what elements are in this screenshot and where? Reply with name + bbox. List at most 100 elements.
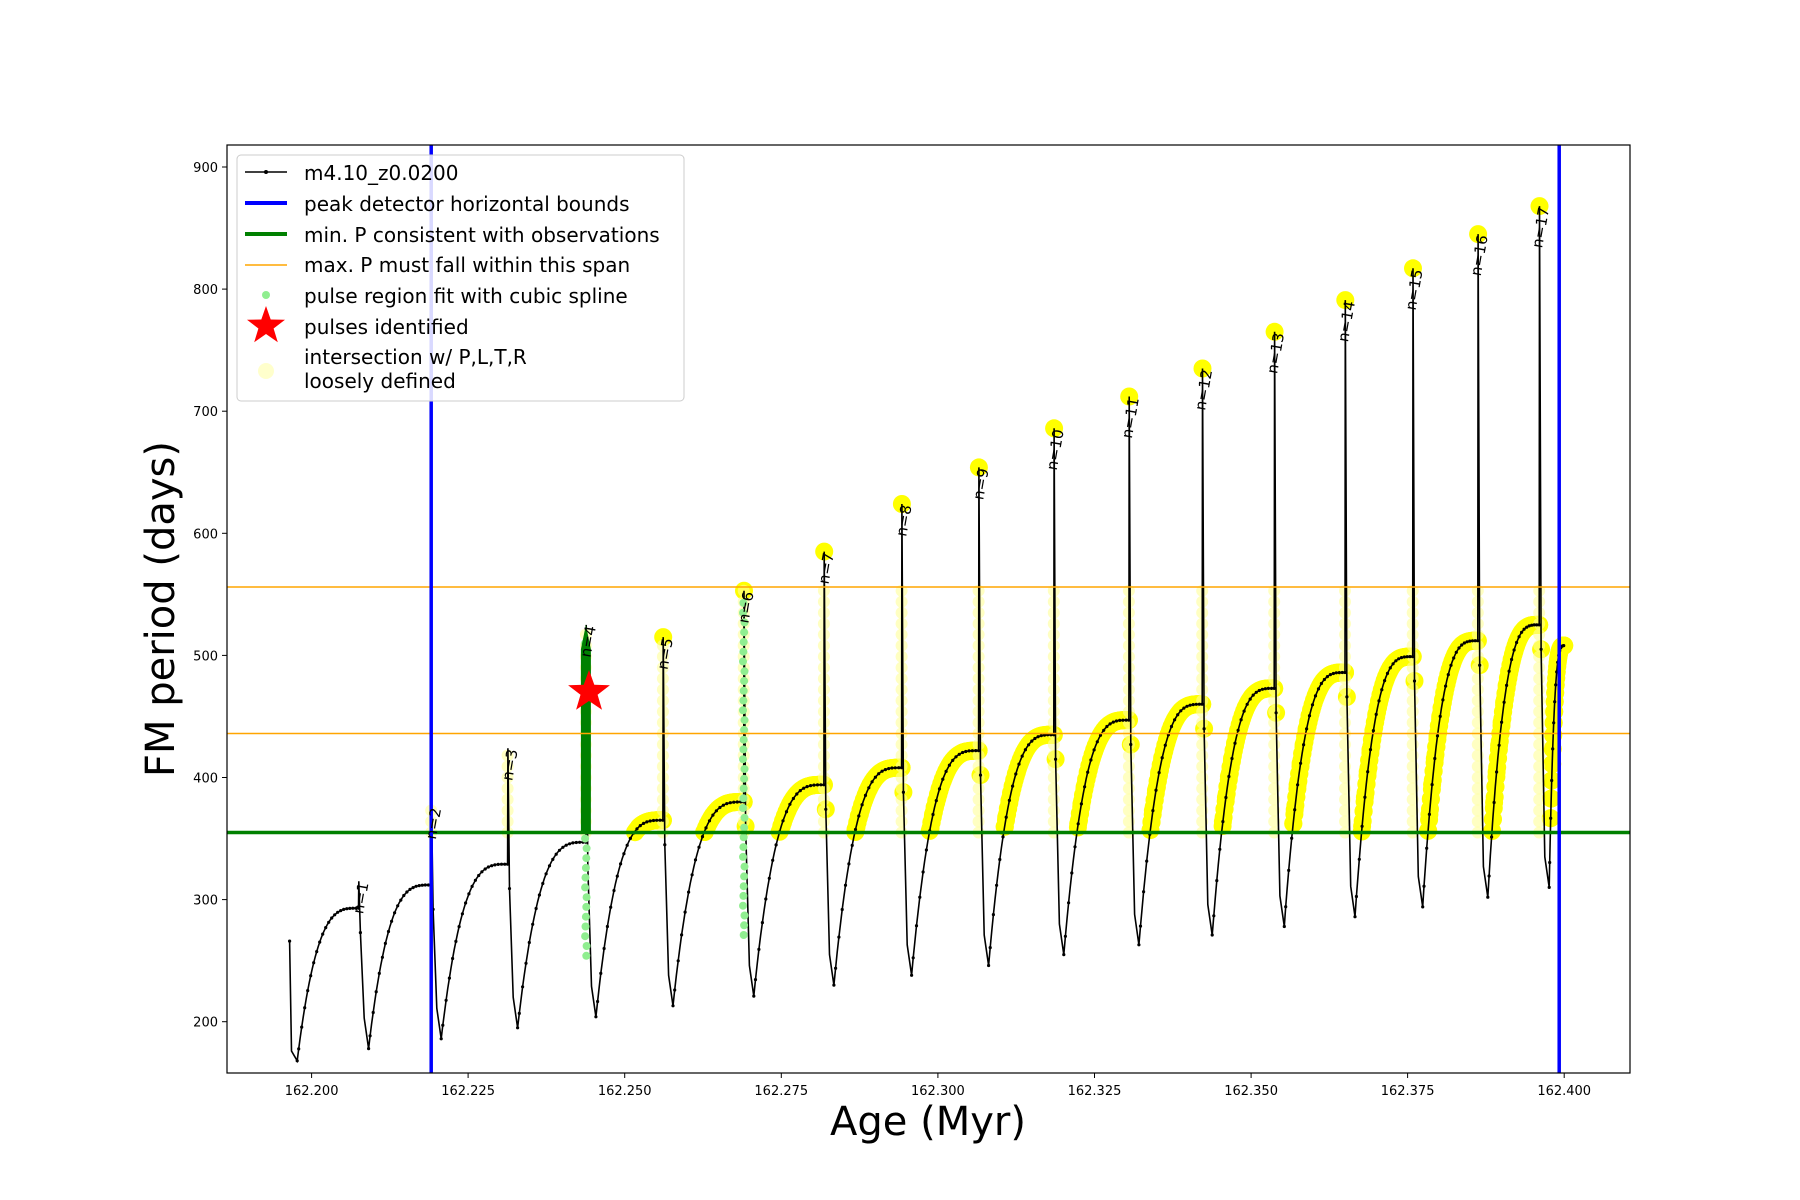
track-point: [568, 842, 572, 846]
pulse-label: n=8: [892, 504, 915, 538]
legend-label-line: intersection w/ P,L,T,R: [304, 345, 527, 369]
loose-intersection-marker: [1406, 749, 1419, 762]
track-point: [541, 881, 545, 886]
track-point: [1422, 884, 1426, 888]
track-point: [900, 766, 904, 770]
x-tick-label: 162.325: [1068, 1084, 1122, 1099]
legend-label-pulses: pulses identified: [304, 315, 469, 339]
legend-label-intersection: intersection w/ P,L,T,R loosely defined: [304, 345, 527, 393]
spline-marker: [581, 873, 590, 882]
track-point: [1551, 747, 1555, 751]
track-point: [295, 1059, 299, 1063]
track-point: [890, 766, 894, 770]
track-point: [887, 767, 891, 771]
track-point: [1033, 736, 1037, 741]
track-point: [386, 929, 391, 934]
track-point: [1062, 953, 1066, 957]
track-point: [524, 961, 528, 965]
loose-intersection-marker: [972, 782, 985, 795]
track-point: [1433, 756, 1437, 761]
track-point: [1079, 802, 1083, 806]
track-point: [426, 883, 430, 887]
spline-marker: [739, 647, 748, 656]
loose-intersection-marker: [1339, 672, 1351, 685]
y-tick-label: 400: [193, 772, 218, 787]
loose-intersection-marker: [1406, 694, 1419, 707]
track-point: [399, 898, 403, 902]
spline-marker: [739, 891, 748, 900]
y-tick-label: 300: [193, 894, 218, 909]
track-point: [615, 874, 619, 878]
loose-intersection-marker: [1533, 782, 1546, 795]
track-point: [1004, 815, 1008, 819]
legend-entry-max-period: max. P must fall within this span: [245, 253, 630, 277]
track-point: [1454, 650, 1458, 654]
track-point: [1157, 771, 1161, 775]
track-point: [1299, 761, 1303, 765]
legend-entry-track: m4.10_z0.0200: [245, 161, 459, 185]
track-point: [1343, 670, 1347, 675]
plot-area: [227, 145, 1630, 1073]
track-point: [506, 862, 510, 866]
track-point: [1316, 687, 1321, 691]
track-point: [843, 883, 848, 887]
track-point: [1507, 669, 1511, 673]
spline-marker: [581, 912, 590, 921]
legend-entry-bounds: peak detector horizontal bounds: [245, 192, 630, 216]
track-point: [1452, 656, 1456, 660]
track-point: [809, 784, 813, 788]
track-point: [1274, 711, 1278, 715]
loose-intersection-marker: [1122, 793, 1135, 806]
track-point: [1086, 770, 1090, 774]
red-star-icon: [247, 306, 285, 343]
track-point: [571, 841, 575, 845]
spline-marker: [739, 745, 748, 754]
track-point: [605, 924, 610, 929]
track-point: [1478, 663, 1482, 667]
loose-intersection-marker: [1047, 749, 1060, 762]
track-point: [483, 867, 487, 871]
track-point: [1462, 641, 1466, 645]
track-point: [1063, 934, 1067, 938]
track-point: [496, 862, 500, 867]
track-point: [327, 920, 331, 924]
track-point: [941, 777, 945, 781]
track-point: [1305, 727, 1309, 731]
track-point: [473, 878, 477, 882]
loose-intersection-marker: [1339, 793, 1351, 806]
track-point: [1127, 718, 1131, 722]
track-point: [988, 946, 992, 950]
spline-marker: [739, 696, 748, 705]
track-point: [1307, 714, 1312, 718]
track-point: [457, 925, 461, 929]
track-point: [367, 1047, 371, 1051]
track-point: [1230, 756, 1234, 761]
track-point: [687, 890, 691, 894]
track-point: [1476, 639, 1480, 643]
legend-box: [236, 154, 685, 402]
track-point: [914, 924, 919, 928]
track-point: [1251, 693, 1255, 697]
track-point: [537, 893, 542, 897]
track-point: [1399, 656, 1404, 660]
track-point: [1030, 739, 1034, 743]
track-point: [1552, 721, 1556, 725]
track-point: [312, 961, 316, 965]
spline-marker: [581, 863, 590, 872]
track-point: [1522, 627, 1526, 631]
loose-intersection-marker: [1268, 749, 1281, 762]
track-point: [1179, 709, 1183, 713]
loose-intersection-marker: [1339, 738, 1351, 751]
track-point: [1449, 663, 1453, 667]
track-point: [995, 883, 999, 887]
track-point: [1357, 857, 1361, 861]
track-point: [1224, 795, 1228, 800]
loose-intersection-marker: [1471, 716, 1484, 729]
spline-marker: [582, 893, 591, 902]
loose-intersection-marker: [1406, 815, 1419, 828]
loose-intersection-marker: [1471, 705, 1484, 718]
track-point: [1457, 646, 1461, 650]
track-point: [663, 843, 667, 847]
spline-marker: [581, 922, 590, 931]
track-point: [1218, 847, 1222, 851]
